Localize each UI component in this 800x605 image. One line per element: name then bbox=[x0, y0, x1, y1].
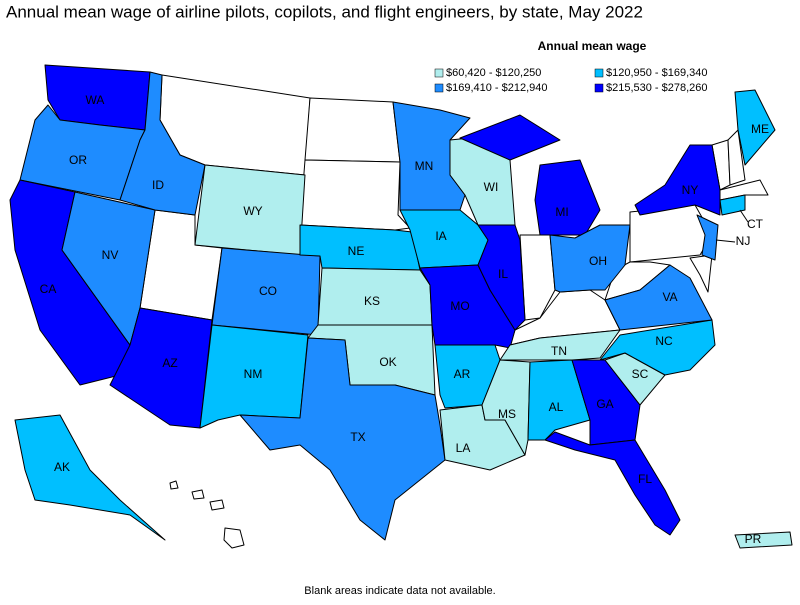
state-label: AK bbox=[54, 460, 70, 474]
state-shape bbox=[477, 224, 526, 331]
map-title: Annual mean wage of airline pilots, copi… bbox=[6, 2, 643, 21]
state-label: IA bbox=[435, 229, 446, 243]
state-label: IL bbox=[498, 267, 508, 281]
state-label: OR bbox=[69, 153, 87, 167]
state-label: NY bbox=[682, 183, 699, 197]
state-shape bbox=[544, 431, 681, 536]
legend: $60,420 - $120,250 $120,950 - $169,340 $16… bbox=[434, 67, 708, 94]
legend-label: $215,530 - $278,260 bbox=[606, 82, 708, 94]
state-label: CA bbox=[40, 282, 57, 296]
state-shape bbox=[119, 71, 206, 216]
legend-label: $120,950 - $169,340 bbox=[606, 67, 708, 79]
footnote: Blank areas indicate data not available. bbox=[304, 585, 495, 597]
state-shape bbox=[304, 97, 401, 163]
state-shape bbox=[696, 214, 719, 261]
state-label: NV bbox=[102, 248, 119, 262]
state-label: NM bbox=[244, 367, 263, 381]
legend-label: $169,410 - $212,940 bbox=[446, 82, 548, 94]
state-label: AR bbox=[454, 367, 471, 381]
state-shape bbox=[734, 89, 776, 166]
state-shape bbox=[169, 480, 179, 490]
state-label: GA bbox=[596, 397, 613, 411]
states bbox=[9, 64, 793, 549]
state-label: WI bbox=[484, 180, 499, 194]
state-label: PR bbox=[745, 532, 762, 546]
legend-swatch bbox=[594, 68, 604, 78]
state-label: TX bbox=[350, 430, 365, 444]
state-label: CO bbox=[259, 284, 277, 298]
legend-swatch bbox=[594, 83, 604, 93]
state-label: MO bbox=[450, 299, 469, 313]
state-shape bbox=[549, 224, 631, 293]
state-label: NC bbox=[655, 334, 673, 348]
state-label: WA bbox=[86, 93, 105, 107]
state-shape bbox=[239, 337, 446, 541]
state-label: WY bbox=[243, 204, 262, 218]
state-label: ME bbox=[751, 122, 769, 136]
state-label: VA bbox=[662, 290, 677, 304]
legend-swatch bbox=[434, 83, 444, 93]
state-label: SC bbox=[632, 367, 649, 381]
legend-swatch bbox=[434, 68, 444, 78]
state-shape bbox=[604, 264, 713, 331]
state-shape bbox=[14, 414, 166, 541]
state-label: KS bbox=[364, 294, 380, 308]
legend-title: Annual mean wage bbox=[538, 39, 647, 53]
leader-line bbox=[739, 209, 749, 223]
state-shape bbox=[599, 319, 716, 376]
state-shape bbox=[299, 159, 411, 231]
state-label: MI bbox=[555, 205, 568, 219]
state-label: NE bbox=[348, 244, 365, 258]
state-shape bbox=[191, 489, 205, 500]
state-label: FL bbox=[638, 472, 652, 486]
state-shape bbox=[109, 307, 213, 429]
state-label: OH bbox=[589, 254, 607, 268]
state-label: NJ bbox=[736, 234, 751, 248]
state-shape bbox=[734, 531, 793, 549]
legend-label: $60,420 - $120,250 bbox=[446, 67, 541, 79]
state-label: TN bbox=[551, 344, 567, 358]
state-label: OK bbox=[379, 355, 396, 369]
state-label: LA bbox=[456, 441, 471, 455]
state-labels: WY KS OK WI MS LA TN SC PR NE NM IA AR AL NC ME CT AK OR ID… bbox=[40, 93, 769, 546]
state-label: MN bbox=[415, 159, 434, 173]
state-shape bbox=[634, 144, 721, 216]
leader-line bbox=[715, 239, 736, 243]
state-label: CT bbox=[747, 217, 764, 231]
state-shape bbox=[223, 527, 245, 549]
state-shape bbox=[727, 129, 746, 186]
state-label: MS bbox=[498, 407, 516, 421]
state-shape bbox=[719, 194, 746, 216]
state-label: ID bbox=[152, 178, 164, 192]
state-label: AZ bbox=[162, 356, 177, 370]
state-label: AL bbox=[549, 400, 564, 414]
state-shape bbox=[209, 499, 225, 511]
